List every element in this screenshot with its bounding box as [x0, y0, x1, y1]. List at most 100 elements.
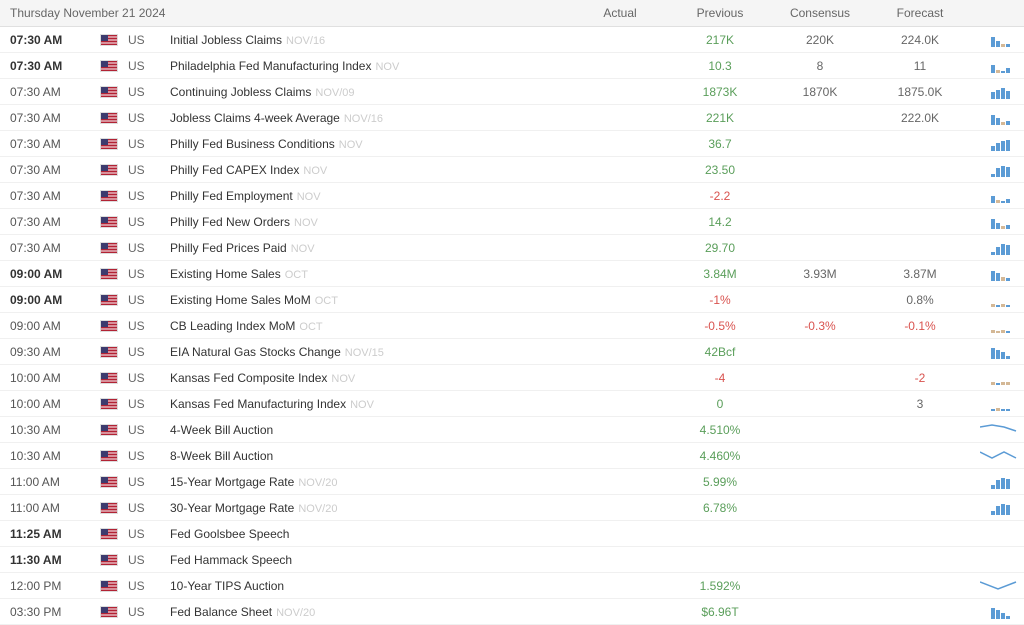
event-name[interactable]: CB Leading Index MoMOCT [170, 319, 570, 333]
country-code: US [128, 423, 170, 437]
event-row[interactable]: 12:00 PMUS10-Year TIPS Auction1.592% [0, 573, 1024, 599]
flag-icon [100, 606, 128, 618]
mini-chart[interactable] [970, 527, 1024, 541]
event-name[interactable]: Philly Fed Prices PaidNOV [170, 241, 570, 255]
country-code: US [128, 605, 170, 619]
event-name[interactable]: Continuing Jobless ClaimsNOV/09 [170, 85, 570, 99]
mini-chart[interactable] [970, 397, 1024, 411]
value-previous: 0 [670, 397, 770, 411]
event-time: 11:00 AM [10, 501, 100, 515]
event-name[interactable]: Jobless Claims 4-week AverageNOV/16 [170, 111, 570, 125]
event-name[interactable]: Philly Fed New OrdersNOV [170, 215, 570, 229]
event-row[interactable]: 10:30 AMUS4-Week Bill Auction4.510% [0, 417, 1024, 443]
mini-chart[interactable] [970, 241, 1024, 255]
event-row[interactable]: 07:30 AMUSPhilly Fed Prices PaidNOV29.70 [0, 235, 1024, 261]
header-forecast: Forecast [870, 6, 970, 20]
event-name[interactable]: Existing Home Sales MoMOCT [170, 293, 570, 307]
mini-chart[interactable] [970, 111, 1024, 125]
event-time: 07:30 AM [10, 137, 100, 151]
event-name[interactable]: Initial Jobless ClaimsNOV/16 [170, 33, 570, 47]
event-row[interactable]: 11:30 AMUSFed Hammack Speech [0, 547, 1024, 573]
mini-chart[interactable] [970, 345, 1024, 359]
event-row[interactable]: 07:30 AMUSPhilly Fed EmploymentNOV-2.2 [0, 183, 1024, 209]
mini-chart[interactable] [970, 59, 1024, 73]
event-name[interactable]: Philly Fed CAPEX IndexNOV [170, 163, 570, 177]
event-name[interactable]: EIA Natural Gas Stocks ChangeNOV/15 [170, 345, 570, 359]
value-previous: 14.2 [670, 215, 770, 229]
event-name[interactable]: 10-Year TIPS Auction [170, 579, 570, 593]
event-time: 07:30 AM [10, 215, 100, 229]
event-name[interactable]: Fed Balance SheetNOV/20 [170, 605, 570, 619]
event-name[interactable]: Existing Home SalesOCT [170, 267, 570, 281]
mini-chart[interactable] [970, 85, 1024, 99]
value-consensus: 8 [770, 59, 870, 73]
value-forecast: 1875.0K [870, 85, 970, 99]
mini-chart[interactable] [970, 553, 1024, 567]
event-row[interactable]: 03:30 PMUSFed Balance SheetNOV/20$6.96T [0, 599, 1024, 625]
mini-chart[interactable] [970, 501, 1024, 515]
value-consensus: 3.93M [770, 267, 870, 281]
event-period: OCT [315, 295, 338, 307]
event-row[interactable]: 10:30 AMUS8-Week Bill Auction4.460% [0, 443, 1024, 469]
event-row[interactable]: 07:30 AMUSInitial Jobless ClaimsNOV/1621… [0, 27, 1024, 53]
event-period: NOV [297, 191, 321, 203]
event-name[interactable]: Kansas Fed Manufacturing IndexNOV [170, 397, 570, 411]
mini-chart[interactable] [970, 449, 1024, 463]
event-time: 10:00 AM [10, 397, 100, 411]
mini-chart[interactable] [970, 293, 1024, 307]
event-row[interactable]: 07:30 AMUSPhilly Fed CAPEX IndexNOV23.50 [0, 157, 1024, 183]
country-code: US [128, 371, 170, 385]
mini-chart[interactable] [970, 423, 1024, 437]
flag-icon [100, 138, 128, 150]
event-name[interactable]: Philly Fed EmploymentNOV [170, 189, 570, 203]
country-code: US [128, 59, 170, 73]
flag-icon [100, 528, 128, 540]
event-name[interactable]: 30-Year Mortgage RateNOV/20 [170, 501, 570, 515]
value-consensus: 1870K [770, 85, 870, 99]
value-previous: 1.592% [670, 579, 770, 593]
event-period: NOV/20 [276, 607, 315, 619]
mini-chart[interactable] [970, 137, 1024, 151]
flag-icon [100, 502, 128, 514]
mini-chart[interactable] [970, 371, 1024, 385]
country-code: US [128, 345, 170, 359]
event-row[interactable]: 07:30 AMUSJobless Claims 4-week AverageN… [0, 105, 1024, 131]
event-name[interactable]: Philly Fed Business ConditionsNOV [170, 137, 570, 151]
mini-chart[interactable] [970, 319, 1024, 333]
mini-chart[interactable] [970, 189, 1024, 203]
event-row[interactable]: 07:30 AMUSContinuing Jobless ClaimsNOV/0… [0, 79, 1024, 105]
event-name[interactable]: Philadelphia Fed Manufacturing IndexNOV [170, 59, 570, 73]
event-row[interactable]: 09:30 AMUSEIA Natural Gas Stocks ChangeN… [0, 339, 1024, 365]
event-row[interactable]: 07:30 AMUSPhilly Fed Business Conditions… [0, 131, 1024, 157]
mini-chart[interactable] [970, 475, 1024, 489]
flag-icon [100, 580, 128, 592]
event-row[interactable]: 09:00 AMUSExisting Home Sales MoMOCT-1%0… [0, 287, 1024, 313]
mini-chart[interactable] [970, 163, 1024, 177]
event-row[interactable]: 09:00 AMUSCB Leading Index MoMOCT-0.5%-0… [0, 313, 1024, 339]
mini-chart[interactable] [970, 33, 1024, 47]
event-row[interactable]: 10:00 AMUSKansas Fed Composite IndexNOV-… [0, 365, 1024, 391]
mini-chart[interactable] [970, 215, 1024, 229]
country-code: US [128, 85, 170, 99]
event-name[interactable]: Fed Goolsbee Speech [170, 527, 570, 541]
event-row[interactable]: 11:25 AMUSFed Goolsbee Speech [0, 521, 1024, 547]
event-name[interactable]: Kansas Fed Composite IndexNOV [170, 371, 570, 385]
event-time: 07:30 AM [10, 111, 100, 125]
header-previous: Previous [670, 6, 770, 20]
event-name[interactable]: 15-Year Mortgage RateNOV/20 [170, 475, 570, 489]
event-name[interactable]: 8-Week Bill Auction [170, 449, 570, 463]
value-consensus: -0.3% [770, 319, 870, 333]
event-row[interactable]: 11:00 AMUS30-Year Mortgage RateNOV/206.7… [0, 495, 1024, 521]
event-row[interactable]: 10:00 AMUSKansas Fed Manufacturing Index… [0, 391, 1024, 417]
mini-chart[interactable] [970, 605, 1024, 619]
event-row[interactable]: 07:30 AMUSPhiladelphia Fed Manufacturing… [0, 53, 1024, 79]
mini-chart[interactable] [970, 267, 1024, 281]
event-name[interactable]: Fed Hammack Speech [170, 553, 570, 567]
mini-chart[interactable] [970, 579, 1024, 593]
event-row[interactable]: 11:00 AMUS15-Year Mortgage RateNOV/205.9… [0, 469, 1024, 495]
event-rows-container: 07:30 AMUSInitial Jobless ClaimsNOV/1621… [0, 27, 1024, 625]
event-row[interactable]: 09:00 AMUSExisting Home SalesOCT3.84M3.9… [0, 261, 1024, 287]
event-row[interactable]: 07:30 AMUSPhilly Fed New OrdersNOV14.2 [0, 209, 1024, 235]
event-name[interactable]: 4-Week Bill Auction [170, 423, 570, 437]
event-period: NOV/15 [345, 347, 384, 359]
